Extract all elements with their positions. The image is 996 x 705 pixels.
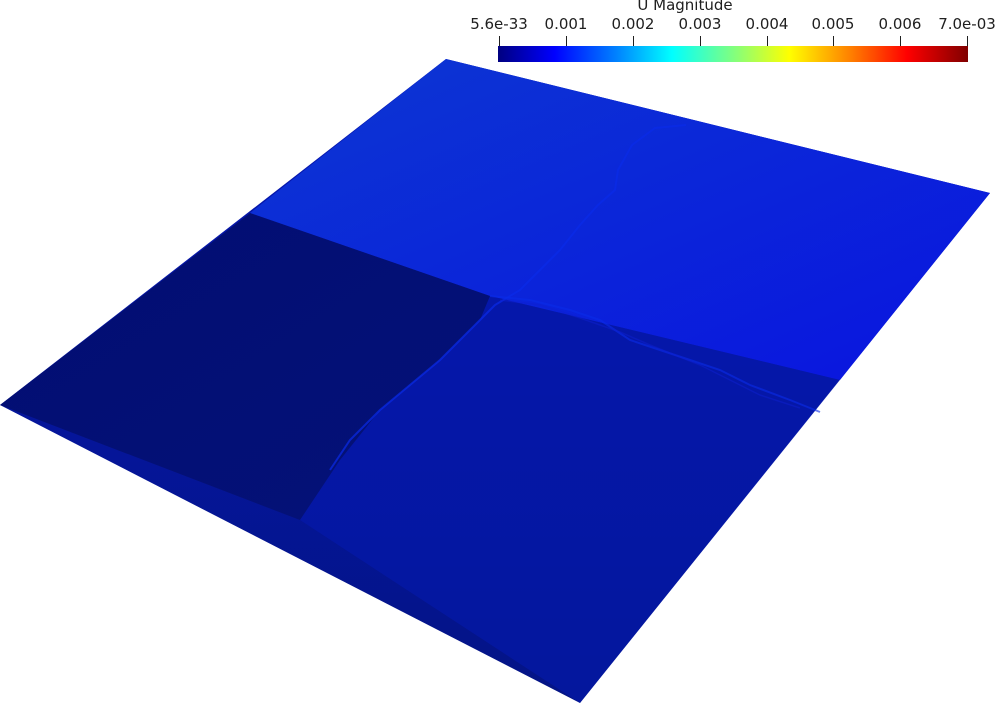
colorbar-label-0-004: 0.004 [745,15,789,33]
surface-upper-region [250,59,990,380]
colorbar-label-0-001: 0.001 [544,15,588,33]
colorbar-tick [900,36,901,46]
colorbar-label-0-002: 0.002 [611,15,655,33]
colorbar-tick [967,36,968,46]
crack-seam-horizontal [489,295,821,413]
colorbar-tick [767,36,768,46]
colorbar-title: U Magnitude [637,0,733,14]
colorbar-tick [566,36,567,46]
colorbar-tick [499,36,500,46]
surface-lower-left-quadrant [0,213,490,520]
colorbar-label-0-006: 0.006 [878,15,922,33]
crack-seam-horizontal-2 [499,299,801,409]
colorbar-label-0-005: 0.005 [811,15,855,33]
surface-lower-right-region [300,296,840,703]
colorbar-label-max: 7.0e-03 [938,15,996,33]
colorbar-tick [700,36,701,46]
colorbar-gradient [498,46,968,62]
colorbar-label-0-003: 0.003 [678,15,722,33]
colorbar-tick [633,36,634,46]
crack-seam-vertical [329,124,687,471]
colorbar-tick [833,36,834,46]
colorbar-label-min: 5.6e-33 [470,15,528,33]
